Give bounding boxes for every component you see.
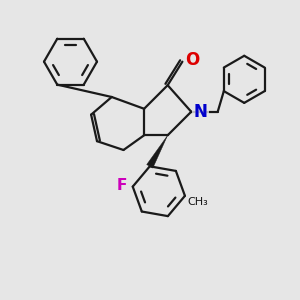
- Polygon shape: [147, 135, 168, 168]
- Text: CH₃: CH₃: [187, 197, 208, 207]
- Text: F: F: [116, 178, 127, 193]
- Text: N: N: [194, 103, 208, 121]
- Text: O: O: [185, 51, 200, 69]
- Text: F: F: [116, 178, 127, 193]
- Text: O: O: [185, 51, 200, 69]
- Text: N: N: [194, 103, 208, 121]
- Text: CH₃: CH₃: [187, 197, 208, 207]
